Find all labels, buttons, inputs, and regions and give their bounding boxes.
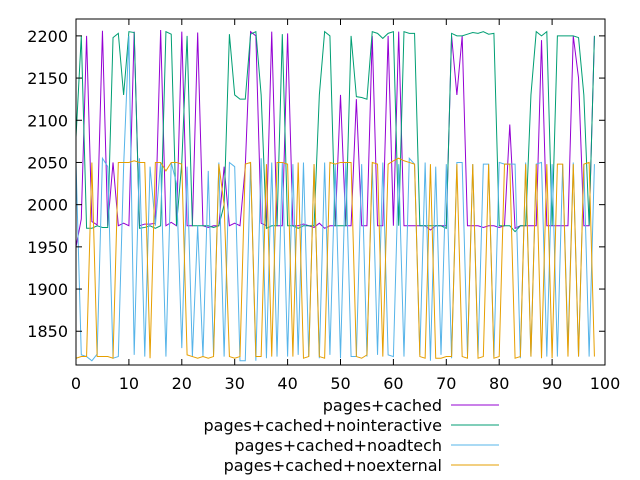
- y-tick-label: 2050: [27, 153, 68, 172]
- plot-border: [75, 18, 606, 366]
- axes-layer: 0 10 20 30 40 50 60 70 80 90 100 1850 1900 1950 2000 20…: [27, 18, 621, 393]
- series-layer: [75, 29, 595, 362]
- x-tick-label: 40: [277, 374, 297, 393]
- legend: pages+cachedpages+cached+nointeractivepa…: [204, 396, 499, 475]
- legend-label-2: pages+cached+noadtech: [234, 436, 442, 455]
- x-tick-label: 80: [489, 374, 509, 393]
- series-line-2: [75, 35, 595, 362]
- x-tick-label: 20: [172, 374, 192, 393]
- series-line-1: [75, 30, 595, 233]
- x-tick-label: 0: [71, 374, 81, 393]
- x-tick-label: 100: [590, 374, 621, 393]
- y-tick-label: 2000: [27, 196, 68, 215]
- x-tick-label: 30: [225, 374, 245, 393]
- series-line-3: [75, 157, 595, 359]
- x-tick-label: 90: [542, 374, 562, 393]
- legend-label-0: pages+cached: [323, 396, 442, 415]
- legend-label-1: pages+cached+nointeractive: [204, 416, 443, 435]
- legend-label-3: pages+cached+noexternal: [224, 456, 442, 475]
- y-tick-label: 1850: [27, 322, 68, 341]
- x-tick-label: 10: [119, 374, 139, 393]
- x-tick-label: 50: [330, 374, 350, 393]
- y-tick-label: 2100: [27, 111, 68, 130]
- y-tick-label: 1900: [27, 280, 68, 299]
- y-tick-label: 1950: [27, 238, 68, 257]
- x-tick-label: 60: [383, 374, 403, 393]
- y-tick-label: 2200: [27, 27, 68, 46]
- y-tick-label: 2150: [27, 69, 68, 88]
- x-tick-label: 70: [436, 374, 456, 393]
